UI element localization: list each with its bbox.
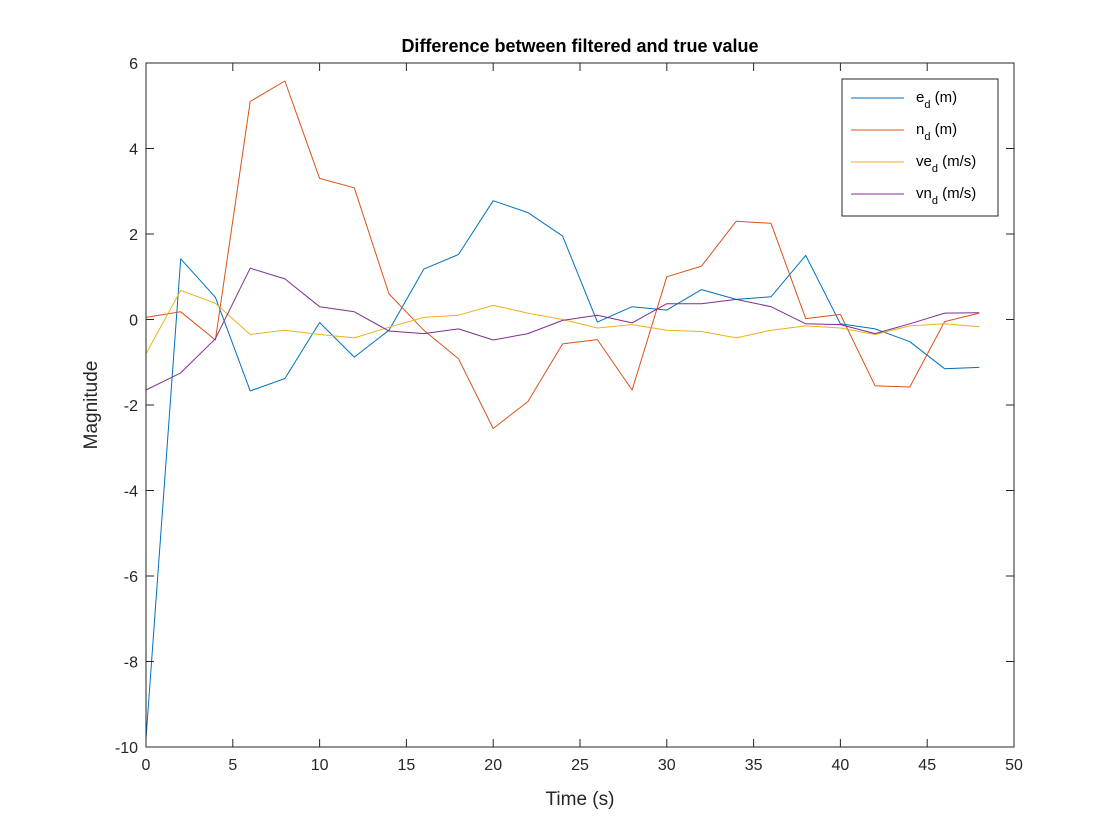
legend-label-base: n	[916, 121, 924, 138]
series-line-ved	[145, 289, 980, 354]
legend-label-unit: (m/s)	[938, 185, 976, 202]
x-tick-label: 0	[142, 757, 151, 774]
legend-label-unit: (m)	[930, 121, 957, 138]
x-tick-label: 25	[571, 757, 589, 774]
legend-entry: vnd (m/s)	[851, 185, 976, 207]
series-line-nd	[145, 80, 980, 429]
series-line-vnd	[145, 267, 980, 391]
legend-label-base: vn	[916, 185, 932, 202]
y-tick-label: 0	[129, 313, 138, 330]
legend-label-base: e	[916, 89, 924, 106]
legend-label-subscript: d	[932, 163, 938, 175]
tick-layer: 0 5 10 15 20 25 30 35 40 45 50 -10 -8 -6 -4 -2 0 2 4 6	[115, 56, 1023, 774]
legend-label-subscript: d	[924, 131, 930, 143]
x-tick-label: 5	[228, 757, 237, 774]
series-layer	[145, 80, 980, 739]
legend-label: nd (m)	[916, 121, 957, 143]
legend-entry: nd (m)	[851, 121, 957, 143]
legend-box	[841, 78, 999, 217]
legend-label-subscript: d	[932, 195, 938, 207]
y-tick-label: -6	[124, 569, 138, 586]
x-axis-label: Time (s)	[546, 789, 615, 810]
y-tick-label: -8	[124, 655, 138, 672]
legend-label: vnd (m/s)	[916, 185, 976, 207]
x-tick-label: 50	[1005, 757, 1023, 774]
y-tick-label: 2	[129, 227, 138, 244]
legend-label-unit: (m)	[930, 89, 957, 106]
legend-entry: ved (m/s)	[851, 153, 976, 175]
x-tick-label: 45	[918, 757, 936, 774]
chart-title: Difference between filtered and true val…	[401, 36, 758, 56]
x-tick-label: 10	[311, 757, 329, 774]
y-tick-label: 6	[129, 56, 138, 73]
x-tick-label: 40	[832, 757, 850, 774]
x-tick-label: 20	[484, 757, 502, 774]
legend-label: ed (m)	[916, 89, 957, 111]
y-tick-label: -10	[115, 740, 138, 757]
legend-label: ved (m/s)	[916, 153, 976, 175]
legend: ed (m)nd (m)ved (m/s)vnd (m/s)	[841, 78, 999, 217]
legend-label-base: ve	[916, 153, 932, 170]
y-tick-label: -4	[124, 484, 138, 501]
x-tick-label: 30	[658, 757, 676, 774]
legend-label-subscript: d	[924, 99, 930, 111]
series-line-ed	[145, 200, 980, 739]
y-axis-label: Magnitude	[81, 361, 102, 450]
legend-label-unit: (m/s)	[938, 153, 976, 170]
legend-entry: ed (m)	[851, 89, 957, 111]
y-tick-label: 4	[129, 142, 138, 159]
x-tick-label: 15	[398, 757, 416, 774]
y-tick-label: -2	[124, 398, 138, 415]
x-tick-label: 35	[745, 757, 763, 774]
